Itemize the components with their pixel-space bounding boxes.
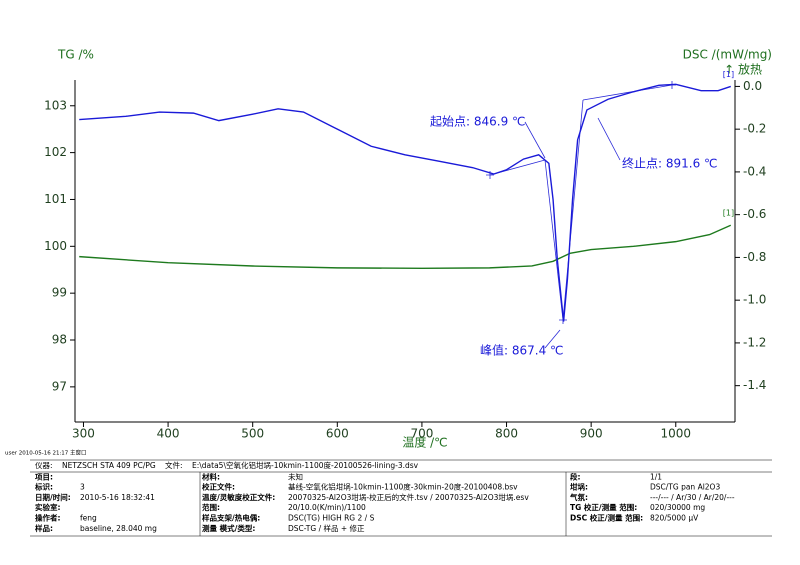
x-tick-label: 500 — [241, 427, 264, 441]
endset-tangent — [582, 84, 673, 101]
info-label: 坩埚: — [570, 482, 588, 492]
y-axis-title: TG /% — [57, 48, 94, 62]
y2-tick-label: -0.6 — [743, 207, 766, 221]
y2-tick-label: -1.2 — [743, 335, 766, 349]
x-tick-label: 1000 — [660, 427, 691, 441]
y-tick-label: 103 — [44, 98, 67, 112]
info-value: baseline, 28.040 mg — [80, 524, 157, 533]
annotation: 起始点: 846.9 ℃ — [430, 115, 526, 129]
y2-tick-label: -0.8 — [743, 250, 766, 264]
leader — [544, 329, 561, 349]
info-value: 基线-空氧化铝坩埚-10kmin-1100度-30kmin-20度-201004… — [288, 482, 518, 492]
info-value: E:\data5\空氧化铝坩埚-10kmin-1100度-20100526-li… — [192, 460, 419, 470]
info-value: 未知 — [288, 471, 303, 481]
leader — [597, 117, 621, 161]
info-label: 段: — [570, 471, 581, 481]
info-label: 标识: — [34, 482, 53, 492]
x-tick-label: 400 — [157, 427, 180, 441]
info-label: 材料: — [202, 471, 220, 481]
y-tick-label: 100 — [44, 239, 67, 253]
y2-tick-label: -0.2 — [743, 122, 766, 136]
annotation: 峰值: 867.4 ℃ — [480, 343, 564, 358]
x-tick-label: 300 — [72, 427, 95, 441]
y2-tick-label: -1.0 — [743, 293, 766, 307]
onset-tangent — [544, 159, 564, 321]
info-label: 温度/灵敏度校正文件: — [202, 492, 275, 502]
info-label: 测量 模式/类型: — [202, 523, 255, 533]
info-label: 仪器: — [35, 461, 53, 470]
info-value: 3 — [80, 483, 85, 492]
x-tick-label: 900 — [580, 427, 603, 441]
x-tick-label: 700 — [410, 427, 433, 441]
info-label: 文件: — [165, 460, 183, 470]
x-tick-label: 800 — [495, 427, 518, 441]
y-tick-label: 101 — [44, 192, 67, 206]
y2-tick-label: -1.4 — [743, 378, 766, 392]
info-value: 2010-5-16 18:32:41 — [80, 493, 155, 502]
info-value: 020/30000 mg — [650, 503, 705, 512]
info-value: DSC-TG / 样品 + 修正 — [288, 523, 365, 533]
x-axis-title: 温度 /℃ — [402, 435, 447, 450]
info-value: 1/1 — [650, 472, 662, 481]
series-label: [1] — [723, 209, 734, 218]
endset-tangent — [562, 99, 584, 321]
y-tick-label: 97 — [52, 379, 67, 393]
info-value: 20/10.0(K/min)/1100 — [288, 503, 366, 512]
info-value: feng — [80, 514, 97, 523]
info-label: 日期/时间: — [35, 492, 71, 502]
y2-tick-label: -0.4 — [743, 164, 766, 178]
y2-axis-title: DSC /(mW/mg) — [683, 48, 772, 62]
info-label: 气氛: — [569, 492, 588, 502]
y-tick-label: 102 — [44, 145, 67, 159]
x-tick-label: 600 — [326, 427, 349, 441]
info-label: 样品支架/热电偶: — [202, 513, 260, 523]
y2-tick-label: 0.0 — [743, 79, 762, 93]
info-label: 样品: — [35, 523, 53, 533]
annotation: 终止点: 891.6 ℃ — [622, 156, 718, 171]
info-label: 项目: — [35, 472, 53, 481]
table-frame — [30, 459, 772, 537]
info-label: TG 校正/测量 范围: — [570, 502, 637, 512]
info-label: 范围: — [202, 502, 220, 512]
y-tick-label: 99 — [52, 286, 67, 300]
series-label: [1] — [723, 70, 734, 79]
y-tick-label: 98 — [52, 333, 67, 347]
info-label: DSC 校正/测量 范围: — [570, 513, 643, 523]
info-label: 实验室: — [35, 502, 61, 512]
series-line — [79, 224, 732, 270]
info-value: 20070325-Al2O3坩埚-校正后的文件.tsv / 20070325-A… — [288, 492, 529, 502]
info-label: 操作者: — [35, 513, 61, 523]
leader — [524, 121, 546, 159]
info-value: DSC(TG) HIGH RG 2 / S — [288, 514, 375, 523]
series-line — [79, 83, 731, 322]
info-value: NETZSCH STA 409 PC/PG — [62, 461, 156, 470]
info-value: 820/5000 μV — [650, 514, 699, 523]
info-value: DSC/TG pan Al2O3 — [650, 483, 720, 492]
footer: user 2010-05-16 21:17 主窗口 — [5, 449, 87, 457]
y2-note: ↑ 放热 — [724, 62, 762, 77]
info-value: ---/--- / Ar/30 / Ar/20/--- — [650, 493, 735, 502]
info-label: 校正文件: — [202, 482, 235, 492]
